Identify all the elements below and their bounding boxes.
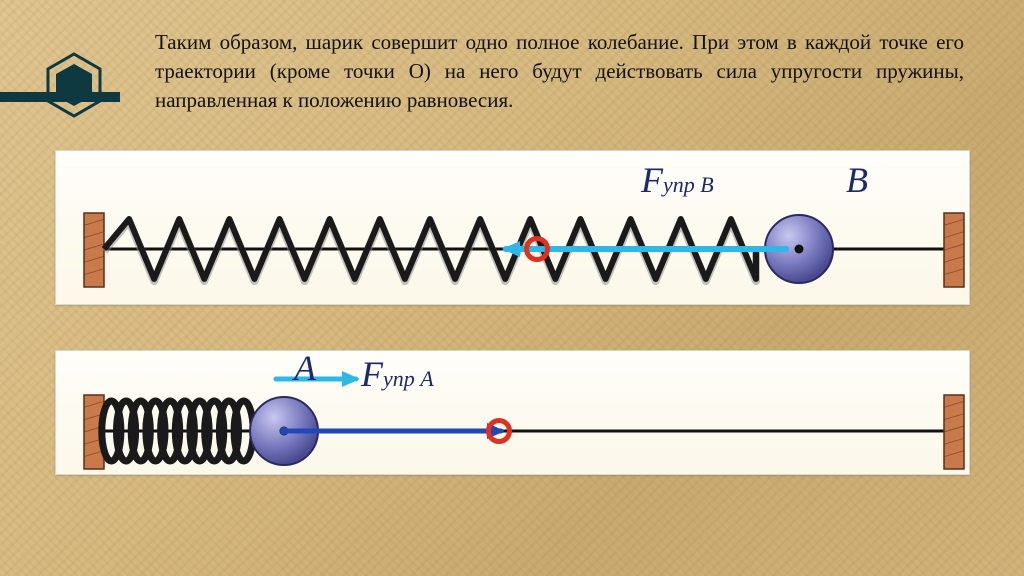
force-label-A: Fупр A [361,353,434,395]
equilibrium-marker-O-1 [524,236,550,262]
point-label-A: A [294,347,316,389]
diagram-2-svg [56,351,971,476]
point-label-B: B [846,159,868,201]
diagram-compressed-spring: A Fупр A [55,350,970,475]
force-F: F [641,160,663,200]
force-sub-A: упр A [383,366,434,391]
body-paragraph: Таким образом, шарик совершит одно полно… [155,28,964,115]
equilibrium-marker-O-2 [486,418,512,444]
force-sub-B: упр B [663,172,714,197]
diagram-stretched-spring: Fупр B B [55,150,970,305]
force-label-B: Fупр B [641,159,714,201]
diagram-1-svg [56,151,971,306]
force-F-A: F [361,354,383,394]
corner-decoration [0,30,120,120]
